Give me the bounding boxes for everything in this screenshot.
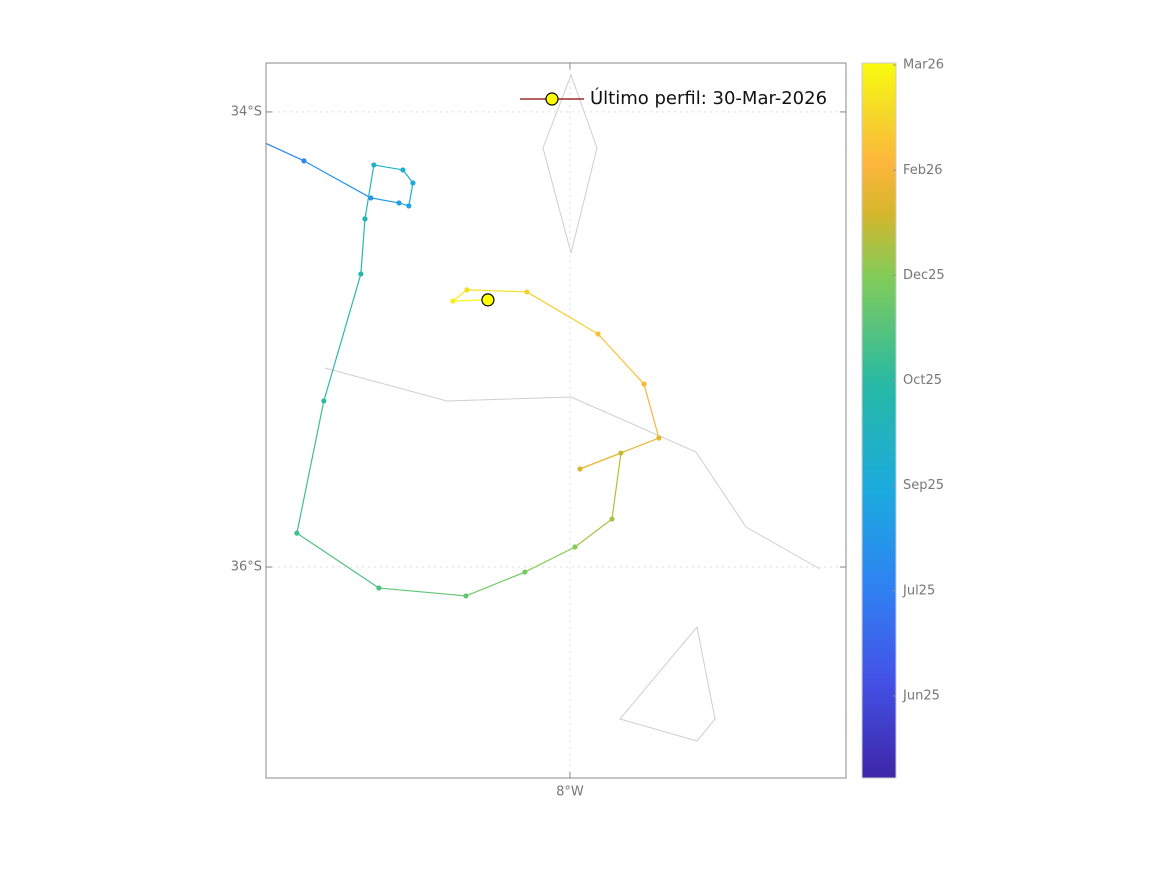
colorbar-tick-label: Dec25 bbox=[903, 268, 945, 283]
profile-point bbox=[294, 530, 300, 536]
track-segment bbox=[466, 289, 528, 293]
colorbar-tick-label: Jun25 bbox=[902, 688, 940, 703]
profile-point bbox=[396, 200, 402, 206]
track-segment bbox=[370, 197, 400, 204]
track bbox=[266, 142, 662, 599]
profile-point bbox=[406, 203, 412, 209]
track-segment bbox=[296, 400, 325, 534]
profile-point bbox=[301, 158, 307, 164]
profile-point bbox=[572, 544, 578, 550]
x-tick-label: 8°W bbox=[556, 785, 584, 800]
profile-point bbox=[376, 585, 382, 591]
track-segment bbox=[408, 182, 414, 207]
profile-point bbox=[609, 516, 615, 522]
colorbar-tick-label: Feb26 bbox=[903, 163, 943, 178]
legend-label: Último perfil: 30-Mar-2026 bbox=[590, 87, 827, 109]
profile-point bbox=[595, 331, 601, 337]
legend-marker bbox=[545, 92, 559, 106]
track-segment bbox=[643, 383, 660, 439]
profile-point bbox=[577, 466, 583, 472]
track-segment bbox=[364, 164, 375, 219]
y-tick-label: 34°S bbox=[231, 104, 262, 119]
coast-outline bbox=[619, 625, 716, 742]
track-segment bbox=[378, 587, 467, 597]
profile-point bbox=[641, 381, 647, 387]
track-segment bbox=[296, 532, 380, 589]
track-segment bbox=[611, 452, 622, 520]
land-outlines bbox=[324, 73, 821, 742]
track-segment bbox=[402, 169, 414, 184]
colorbar-tick-label: Jul25 bbox=[902, 583, 935, 598]
colorbar-tick-label: Mar26 bbox=[903, 58, 944, 73]
track-segment bbox=[452, 289, 468, 302]
profile-point bbox=[400, 167, 406, 173]
boundary-line bbox=[324, 367, 821, 570]
colorbar-tick-label: Sep25 bbox=[903, 478, 944, 493]
profile-point bbox=[656, 435, 662, 441]
profile-point bbox=[321, 398, 327, 404]
profile-point bbox=[618, 450, 624, 456]
track-segment bbox=[465, 571, 526, 597]
track-segment bbox=[266, 142, 305, 162]
profile-point bbox=[362, 216, 368, 222]
plot-frame bbox=[265, 62, 847, 779]
track-segment bbox=[574, 518, 613, 548]
profile-point bbox=[410, 180, 416, 186]
track-segment bbox=[303, 160, 372, 199]
legend: Último perfil: 30-Mar-2026 bbox=[520, 87, 827, 109]
track-segment bbox=[597, 333, 645, 385]
profile-point bbox=[463, 593, 469, 599]
last-profile-marker bbox=[481, 293, 495, 307]
profile-point bbox=[524, 289, 530, 295]
track-segment bbox=[526, 291, 599, 335]
track-segment bbox=[360, 218, 366, 274]
profile-point bbox=[358, 271, 364, 277]
coast-outline bbox=[542, 73, 598, 254]
profile-point bbox=[522, 569, 528, 575]
track-segment bbox=[323, 273, 362, 402]
profile-point bbox=[368, 195, 374, 201]
y-tick-label: 36°S bbox=[231, 560, 262, 575]
colorbar-tick-label: Oct25 bbox=[903, 373, 942, 388]
colorbar bbox=[861, 62, 897, 779]
track-segment bbox=[524, 546, 576, 573]
profile-point bbox=[450, 298, 456, 304]
profile-point bbox=[464, 287, 470, 293]
track-segment bbox=[373, 164, 404, 171]
grid bbox=[266, 63, 846, 778]
profile-point bbox=[371, 162, 377, 168]
